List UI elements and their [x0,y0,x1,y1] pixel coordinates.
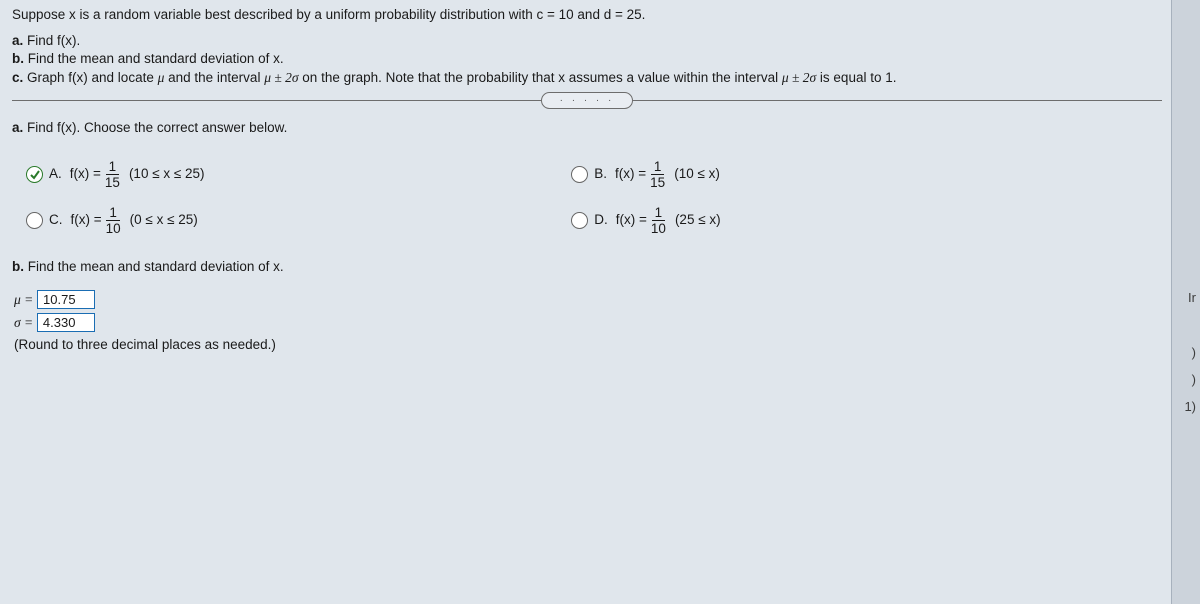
part-c: c. Graph f(x) and locate μ and the inter… [12,69,1162,87]
choice-a-frac: 1 15 [105,160,120,190]
qb-text: Find the mean and standard deviation of … [24,259,284,274]
expand-handle-wrap: · · · · · [12,92,1162,110]
mu-row: μ = [14,288,1162,311]
interval-symbol-2: μ ± 2σ [782,70,816,85]
choice-b-prefix: f(x) = [615,165,646,183]
choice-b-cond: (10 ≤ x) [674,165,720,183]
choice-a-cond: (10 ≤ x ≤ 25) [129,165,205,183]
choice-a-formula: f(x) = 1 15 (10 ≤ x ≤ 25) [70,160,205,190]
sigma-input[interactable] [37,313,95,332]
sigma-label: σ = [14,315,33,330]
right-sidebar: Ir ) ) 1) [1171,0,1200,604]
question-b: b. Find the mean and standard deviation … [12,248,1162,280]
radio-a[interactable] [26,166,43,183]
part-b-text: Find the mean and standard deviation of … [24,51,284,66]
part-c-text4: is equal to 1. [816,70,896,85]
part-b: b. Find the mean and standard deviation … [12,50,1162,68]
side-item-4: 1) [1184,399,1196,414]
choice-c-formula: f(x) = 1 10 (0 ≤ x ≤ 25) [71,206,198,236]
part-c-text1: Graph f(x) and locate [23,70,157,85]
round-hint: (Round to three decimal places as needed… [14,334,1162,356]
choice-c-num: 1 [106,206,120,222]
part-b-label: b. [12,51,24,66]
choice-a-label: A. [49,165,62,183]
choice-c-prefix: f(x) = [71,211,102,229]
parts-list: a. Find f(x). b. Find the mean and stand… [12,30,1162,97]
interval-symbol: μ ± 2σ [264,70,298,85]
radio-d[interactable] [571,212,588,229]
side-item-1: Ir [1188,290,1196,305]
choice-b[interactable]: B. f(x) = 1 15 (10 ≤ x) [571,152,1116,198]
qb-label: b. [12,259,24,274]
choice-d-prefix: f(x) = [616,211,647,229]
radio-b[interactable] [571,166,588,183]
choice-d-cond: (25 ≤ x) [675,211,721,229]
choice-d-frac: 1 10 [651,206,666,236]
choice-d-den: 10 [651,221,666,236]
choice-d-formula: f(x) = 1 10 (25 ≤ x) [616,206,721,236]
choice-c-den: 10 [106,221,121,236]
side-item-2: ) [1192,345,1196,360]
qa-label: a. [12,120,23,135]
choice-c-frac: 1 10 [106,206,121,236]
question-page: Suppose x is a random variable best desc… [0,0,1172,604]
intro-text: Suppose x is a random variable best desc… [12,4,1162,30]
expand-handle[interactable]: · · · · · [541,92,634,110]
choice-b-den: 15 [650,175,665,190]
choice-b-label: B. [594,165,607,183]
sigma-row: σ = [14,311,1162,334]
part-a: a. Find f(x). [12,32,1162,50]
answer-inputs: μ = σ = (Round to three decimal places a… [12,280,1162,359]
radio-c[interactable] [26,212,43,229]
choice-d[interactable]: D. f(x) = 1 10 (25 ≤ x) [571,198,1116,244]
choice-a-num: 1 [106,160,120,176]
part-a-text: Find f(x). [23,33,80,48]
part-c-text3: on the graph. Note that the probability … [299,70,782,85]
choice-d-label: D. [594,211,608,229]
choice-b-num: 1 [651,160,665,176]
choice-b-frac: 1 15 [650,160,665,190]
side-item-3: ) [1192,372,1196,387]
choice-d-num: 1 [652,206,666,222]
choice-a-den: 15 [105,175,120,190]
mu-input[interactable] [37,290,95,309]
choice-b-formula: f(x) = 1 15 (10 ≤ x) [615,160,720,190]
part-c-label: c. [12,70,23,85]
mu-label: μ = [14,292,33,307]
choice-c-label: C. [49,211,63,229]
qa-text: Find f(x). Choose the correct answer bel… [23,120,287,135]
answer-choices: A. f(x) = 1 15 (10 ≤ x ≤ 25) B. f(x) = 1… [12,142,1162,248]
choice-a-prefix: f(x) = [70,165,101,183]
part-a-label: a. [12,33,23,48]
choice-a[interactable]: A. f(x) = 1 15 (10 ≤ x ≤ 25) [26,152,571,198]
part-c-text2: and the interval [164,70,264,85]
question-a: a. Find f(x). Choose the correct answer … [12,109,1162,141]
choice-c[interactable]: C. f(x) = 1 10 (0 ≤ x ≤ 25) [26,198,571,244]
choice-c-cond: (0 ≤ x ≤ 25) [130,211,198,229]
